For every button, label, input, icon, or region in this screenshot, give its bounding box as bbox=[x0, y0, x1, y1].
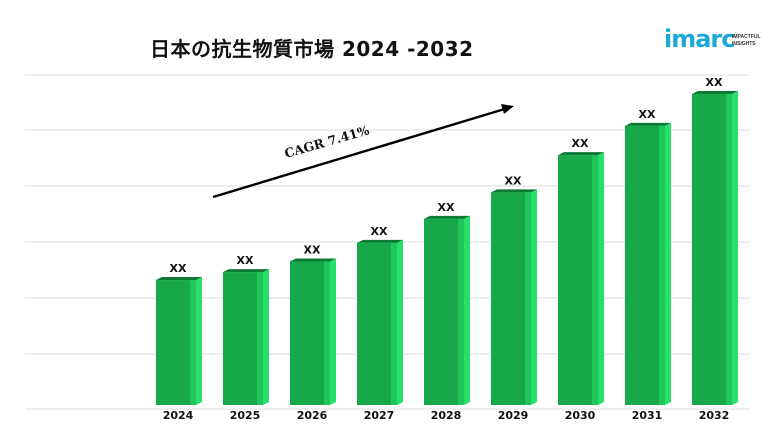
bar-edge-highlight bbox=[324, 261, 330, 405]
chart-title: 日本の抗生物質市場 2024 -2032 bbox=[150, 37, 474, 61]
x-tick-label: 2028 bbox=[431, 409, 462, 422]
bar-top bbox=[558, 152, 604, 156]
x-tick-label: 2025 bbox=[230, 409, 261, 422]
bar-top bbox=[491, 189, 537, 193]
bar-side bbox=[196, 277, 202, 405]
logo-tagline-1: IMPACTFUL bbox=[732, 34, 761, 40]
bar-2027: XX 2027 bbox=[357, 225, 403, 422]
cagr-label: CAGR 7.41% bbox=[283, 122, 371, 161]
bar-side bbox=[263, 269, 269, 405]
x-tick-label: 2024 bbox=[163, 409, 194, 422]
bar-2025: XX 2025 bbox=[223, 254, 269, 422]
x-tick-label: 2026 bbox=[297, 409, 328, 422]
bar-front bbox=[357, 242, 397, 405]
bar-side bbox=[397, 239, 403, 405]
logo-tagline-2: INSIGHTS bbox=[732, 41, 756, 47]
bar-front bbox=[223, 272, 263, 405]
bar-top bbox=[424, 215, 470, 219]
x-tick-label: 2029 bbox=[498, 409, 529, 422]
bar-edge-highlight bbox=[190, 280, 196, 405]
bar-2030: XX 2030 bbox=[558, 137, 604, 422]
bar-top bbox=[223, 269, 269, 273]
bar-front bbox=[491, 192, 531, 405]
x-tick-label: 2032 bbox=[699, 409, 730, 422]
bar-2032: XX 2032 bbox=[692, 76, 738, 422]
imarc-logo: imarc IMPACTFUL INSIGHTS bbox=[664, 25, 761, 59]
bar-front bbox=[625, 125, 665, 405]
bars-group: XX 2024 XX 2025 XX 2026 XX 2027 XX 2028 XX 2029 XX 20… bbox=[156, 76, 738, 422]
x-tick-label: 2030 bbox=[565, 409, 596, 422]
bar-side bbox=[464, 215, 470, 405]
bar-side bbox=[598, 152, 604, 405]
bar-top bbox=[290, 258, 336, 262]
cagr-arrow bbox=[212, 106, 509, 199]
bar-front bbox=[156, 280, 196, 405]
data-label: XX bbox=[438, 201, 455, 214]
bar-top bbox=[692, 90, 738, 94]
bar-2028: XX 2028 bbox=[424, 201, 470, 422]
data-label: XX bbox=[706, 76, 723, 89]
bar-front bbox=[424, 218, 464, 405]
bar-edge-highlight bbox=[257, 272, 263, 405]
logo-tagline: IMPACTFUL INSIGHTS bbox=[732, 34, 761, 48]
cagr-arrowhead bbox=[501, 104, 514, 114]
bar-2031: XX 2031 bbox=[625, 108, 671, 422]
bar-2026: XX 2026 bbox=[290, 243, 336, 422]
bar-side bbox=[330, 258, 336, 405]
bar-front bbox=[290, 261, 330, 405]
data-label: XX bbox=[572, 137, 589, 150]
bar-2029: XX 2029 bbox=[491, 174, 537, 422]
data-label: XX bbox=[371, 225, 388, 238]
bar-edge-highlight bbox=[525, 192, 531, 405]
bar-side bbox=[732, 90, 738, 405]
data-label: XX bbox=[505, 174, 522, 187]
x-tick-label: 2031 bbox=[632, 409, 663, 422]
cagr-annotation: CAGR 7.41% bbox=[212, 104, 514, 199]
bar-side bbox=[665, 122, 671, 405]
bar-2024: XX 2024 bbox=[156, 262, 202, 422]
data-label: XX bbox=[237, 254, 254, 267]
data-label: XX bbox=[639, 108, 656, 121]
bar-top bbox=[625, 122, 671, 126]
bar-top bbox=[357, 239, 403, 243]
data-label: XX bbox=[304, 243, 321, 256]
data-label: XX bbox=[170, 262, 187, 275]
bar-edge-highlight bbox=[659, 125, 665, 405]
bar-edge-highlight bbox=[391, 242, 397, 405]
bar-front bbox=[558, 155, 598, 405]
x-tick-label: 2027 bbox=[364, 409, 395, 422]
bar-edge-highlight bbox=[726, 93, 732, 405]
logo-word: imarc bbox=[664, 25, 735, 53]
bar-side bbox=[531, 189, 537, 405]
bar-top bbox=[156, 277, 202, 281]
bar-edge-highlight bbox=[458, 218, 464, 405]
bar-edge-highlight bbox=[592, 155, 598, 405]
bar-front bbox=[692, 93, 732, 405]
